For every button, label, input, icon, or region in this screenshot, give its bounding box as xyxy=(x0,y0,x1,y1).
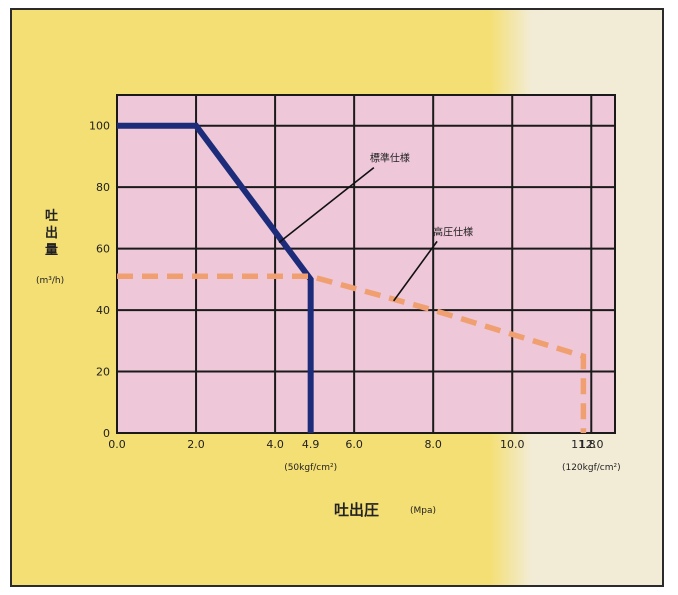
x-axis-label: 吐出圧 xyxy=(334,501,379,519)
x-tick-label: 0.0 xyxy=(108,438,126,451)
y-tick-label: 20 xyxy=(96,366,110,379)
x-tick-label: 10.0 xyxy=(500,438,525,451)
x-tick-label: 4.0 xyxy=(266,438,284,451)
y-axis-label-char: 量 xyxy=(45,243,58,258)
x-sublabel: (50kgf/cm²) xyxy=(284,463,337,473)
x-tick-label: 6.0 xyxy=(345,438,363,451)
y-tick-label: 0 xyxy=(103,427,110,440)
x-axis-sublabels: (50kgf/cm²) (120kgf/cm²) xyxy=(284,463,620,473)
plot-area xyxy=(117,95,615,433)
x-axis-unit: (Mpa) xyxy=(410,506,436,516)
annotation-pointer xyxy=(393,240,438,302)
x-tick-label: 12.0 xyxy=(579,438,604,451)
y-tick-label: 60 xyxy=(96,243,110,256)
y-tick-label: 40 xyxy=(96,304,110,317)
plot-border xyxy=(116,94,616,434)
x-axis-title: 吐出圧 (Mpa) xyxy=(334,501,436,519)
x-tick-label: 2.0 xyxy=(187,438,205,451)
plot-background xyxy=(117,95,615,433)
x-sublabel: (120kgf/cm²) xyxy=(562,463,621,473)
y-tick-label: 80 xyxy=(96,181,110,194)
x-axis-ticks: 0.0 2.0 4.0 4.9 6.0 8.0 10.0 11.812.0 xyxy=(108,438,603,451)
y-axis-unit: (m³/h) xyxy=(36,276,64,286)
grid xyxy=(116,94,616,434)
y-axis-label-char: 出 xyxy=(45,225,58,241)
annotation-pointer xyxy=(278,166,375,244)
annotation-label: 高圧仕様 xyxy=(433,225,473,238)
y-axis-title: 吐 出 量 (m³/h) xyxy=(36,208,64,286)
annotation-label: 標準仕様 xyxy=(370,152,410,165)
series-line xyxy=(117,273,587,433)
x-tick-label: 4.9 xyxy=(302,438,320,451)
y-axis-ticks: 0 20 40 60 80 100 xyxy=(89,120,110,440)
y-tick-label: 100 xyxy=(89,120,110,133)
y-axis-label-char: 吐 xyxy=(45,208,58,224)
x-tick-label: 8.0 xyxy=(424,438,442,451)
series-layer xyxy=(117,122,587,433)
figure-frame: 標準仕様 高圧仕様 0.0 2.0 4.0 4.9 6.0 8.0 10.0 11.8 12.0 … xyxy=(10,8,664,587)
series-line xyxy=(117,122,314,433)
x-tick-label: 11.8 xyxy=(571,438,596,451)
